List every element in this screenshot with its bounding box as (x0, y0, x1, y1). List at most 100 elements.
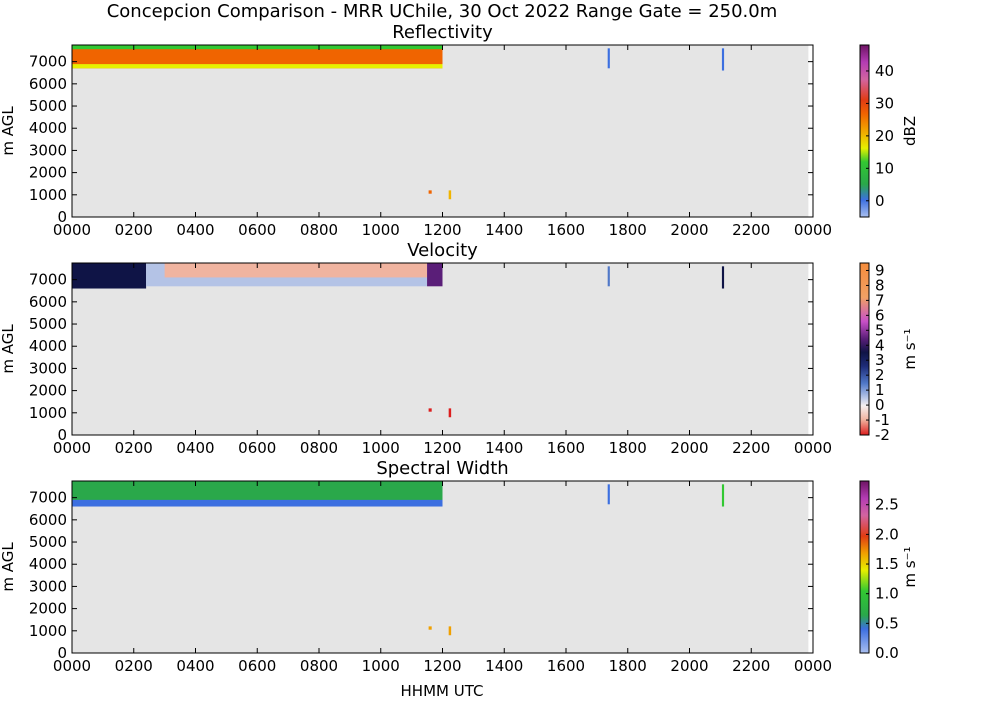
colorbar-tick-label: 1.0 (875, 585, 899, 603)
x-tick-label: 1600 (547, 221, 585, 239)
x-tick-label: 0000 (794, 657, 832, 675)
y-axis-label: m AGL (0, 106, 17, 156)
x-tick-label: 0000 (53, 657, 91, 675)
y-tick-label: 2000 (29, 382, 67, 400)
x-tick-label: 1600 (547, 657, 585, 675)
echo-feature (428, 626, 432, 630)
figure-xlabel: HHMM UTC (401, 682, 484, 700)
x-tick-label: 1600 (547, 439, 585, 457)
x-tick-label: 0800 (300, 221, 338, 239)
x-tick-label: 0400 (176, 221, 214, 239)
echo-feature (72, 481, 443, 505)
echo-feature (448, 190, 452, 200)
y-tick-label: 5000 (29, 533, 67, 551)
panel-title: Reflectivity (392, 22, 493, 43)
x-tick-label: 0200 (115, 439, 153, 457)
y-tick-label: 1000 (29, 404, 67, 422)
y-tick-label: 4000 (29, 119, 67, 137)
x-tick-label: 1200 (423, 439, 461, 457)
figure-suptitle: Concepcion Comparison - MRR UChile, 30 O… (107, 1, 778, 22)
x-tick-label: 0000 (794, 439, 832, 457)
y-tick-label: 0 (57, 644, 67, 662)
plot-background (72, 45, 809, 217)
colorbar-tick-label: 0 (875, 396, 885, 414)
x-tick-label: 0200 (115, 221, 153, 239)
x-tick-label: 1800 (609, 657, 647, 675)
y-tick-label: 2000 (29, 600, 67, 618)
x-tick-label: 2000 (670, 657, 708, 675)
y-tick-label: 2000 (29, 164, 67, 182)
x-tick-label: 1800 (609, 221, 647, 239)
colorbar-label: dBZ (901, 116, 919, 146)
x-tick-label: 0200 (115, 657, 153, 675)
x-tick-label: 0000 (53, 439, 91, 457)
x-tick-label: 0400 (176, 657, 214, 675)
echo-feature (607, 484, 610, 505)
y-axis-label: m AGL (0, 542, 17, 592)
x-tick-label: 1400 (485, 221, 523, 239)
echo-feature (72, 45, 443, 69)
y-tick-label: 6000 (29, 75, 67, 93)
colorbar-tick-label: 0 (875, 192, 885, 210)
echo-feature (428, 408, 432, 412)
colorbar-tick-label: -1 (875, 411, 890, 429)
x-tick-label: 1200 (423, 221, 461, 239)
x-tick-label: 0000 (53, 221, 91, 239)
x-tick-label: 0400 (176, 439, 214, 457)
echo-feature (72, 263, 147, 289)
colorbar-tick-label: 2.0 (875, 525, 899, 543)
echo-feature (164, 263, 428, 278)
x-tick-label: 1400 (485, 657, 523, 675)
x-tick-label: 0000 (794, 221, 832, 239)
x-tick-label: 1200 (423, 657, 461, 675)
colorbar-tick-label: 3 (875, 351, 885, 369)
colorbar-tick-label: 1 (875, 381, 885, 399)
x-tick-label: 0800 (300, 439, 338, 457)
x-tick-label: 2000 (670, 221, 708, 239)
x-tick-label: 1000 (362, 657, 400, 675)
echo-feature (721, 266, 725, 289)
colorbar-tick-label: 30 (875, 94, 894, 112)
colorbar-tick-label: 0.0 (875, 644, 899, 662)
y-tick-label: 6000 (29, 293, 67, 311)
y-tick-label: 0 (57, 208, 67, 226)
colorbar (859, 262, 870, 436)
y-tick-label: 7000 (29, 271, 67, 289)
y-tick-label: 0 (57, 426, 67, 444)
y-axis-label: m AGL (0, 324, 17, 374)
colorbar-label: m s⁻¹ (901, 546, 919, 587)
x-tick-label: 2200 (732, 439, 770, 457)
echo-feature (448, 408, 452, 418)
y-tick-label: 3000 (29, 141, 67, 159)
panel-spectral-width: Spectral Width 0000 0200 0400 0600 0800 1000 12… (0, 458, 919, 675)
y-tick-label: 1000 (29, 186, 67, 204)
y-tick-label: 5000 (29, 97, 67, 115)
x-tick-label: 2200 (732, 221, 770, 239)
echo-feature (721, 484, 725, 507)
x-tick-label: 1800 (609, 439, 647, 457)
colorbar-tick-label: 2.5 (875, 496, 899, 514)
x-tick-label: 2200 (732, 657, 770, 675)
echo-feature (721, 48, 725, 71)
colorbar-tick-label: 4 (875, 336, 885, 354)
x-tick-label: 0600 (238, 221, 276, 239)
panel-title: Spectral Width (376, 458, 508, 479)
y-tick-label: 7000 (29, 489, 67, 507)
colorbar-tick-label: 40 (875, 62, 894, 80)
echo-feature (72, 499, 443, 507)
colorbar-tick-label: 20 (875, 127, 894, 145)
colorbar-tick-label: 8 (875, 276, 885, 294)
echo-edge (72, 64, 443, 69)
x-tick-label: 1000 (362, 439, 400, 457)
y-tick-label: 1000 (29, 622, 67, 640)
x-tick-label: 0600 (238, 657, 276, 675)
x-tick-label: 2000 (670, 439, 708, 457)
y-tick-label: 4000 (29, 337, 67, 355)
colorbar-tick-label: 9 (875, 261, 885, 279)
plot-background (72, 481, 809, 653)
y-tick-label: 3000 (29, 577, 67, 595)
